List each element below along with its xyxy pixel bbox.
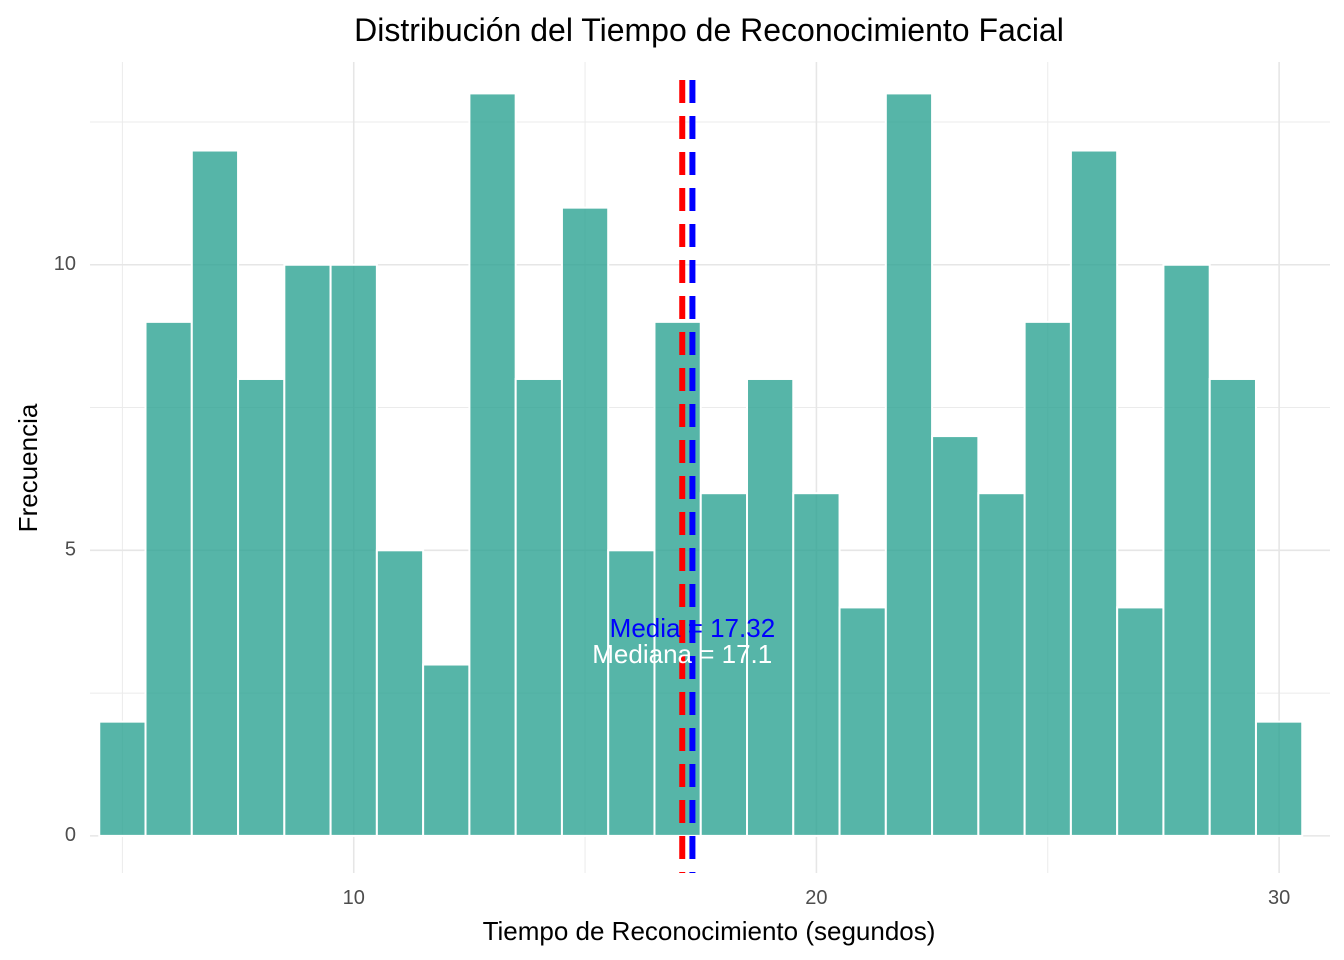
x-tick-label: 10 — [343, 887, 365, 909]
histogram-bar — [977, 492, 1026, 837]
histogram-bar — [514, 377, 563, 837]
histogram-bar — [1254, 720, 1304, 837]
histogram-bar — [746, 377, 795, 837]
y-tick-label: 0 — [65, 824, 76, 846]
histogram-bar — [237, 377, 286, 837]
x-axis-title: Tiempo de Reconocimiento (segundos) — [483, 916, 936, 946]
histogram-bar — [838, 606, 887, 837]
histogram-bar — [1162, 263, 1211, 837]
histogram-bar — [1023, 320, 1072, 837]
histogram-bar — [98, 720, 147, 837]
histogram-bar — [607, 549, 656, 837]
histogram-bar — [468, 92, 517, 837]
reference-lines — [679, 80, 696, 873]
median-label: Mediana = 17.1 — [592, 639, 772, 669]
chart-title: Distribución del Tiempo de Reconocimient… — [354, 12, 1064, 48]
histogram-bar — [190, 149, 240, 837]
x-tick-label: 20 — [805, 887, 827, 909]
histogram-bar — [884, 92, 934, 837]
y-axis-title: Frecuencia — [13, 403, 43, 532]
histogram-bar — [931, 435, 980, 837]
bars — [98, 92, 1304, 837]
x-tick-label: 30 — [1268, 887, 1290, 909]
x-ticks: 10 20 30 — [343, 887, 1291, 909]
histogram-bar — [1069, 149, 1119, 837]
y-ticks: 0 5 10 — [54, 253, 76, 846]
histogram-bar — [560, 206, 610, 837]
histogram-bar — [283, 263, 332, 837]
histogram-bar — [699, 492, 749, 837]
histogram-bar — [144, 320, 193, 837]
mean-label: Media = 17.32 — [610, 613, 776, 643]
histogram-bar — [375, 549, 425, 837]
histogram-bar — [1116, 606, 1165, 837]
y-tick-label: 5 — [65, 539, 76, 561]
histogram-bar — [1208, 377, 1257, 837]
histogram-bar — [329, 263, 378, 837]
y-tick-label: 10 — [54, 253, 76, 275]
histogram-bar — [653, 320, 702, 837]
histogram-bar — [792, 492, 841, 837]
histogram-bar — [422, 663, 471, 837]
